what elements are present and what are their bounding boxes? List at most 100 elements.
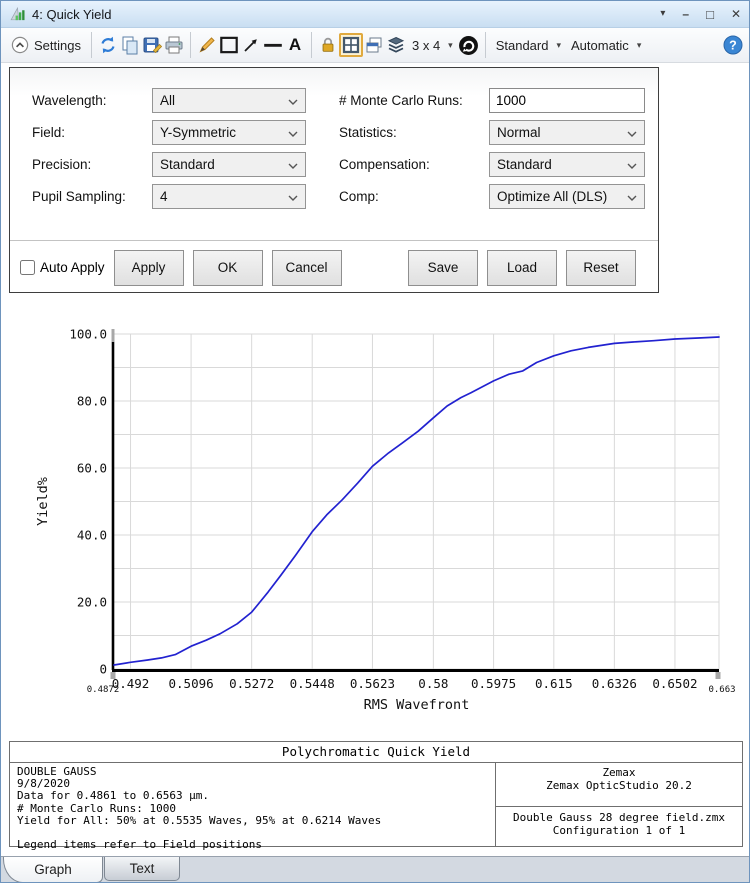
chevron-down-icon — [288, 157, 298, 172]
comp-select[interactable]: Optimize All (DLS) — [489, 183, 645, 209]
precision-select[interactable]: Standard — [152, 151, 306, 177]
collapse-settings-icon — [11, 36, 29, 54]
chevron-down-icon — [288, 93, 298, 108]
svg-text:0.5623: 0.5623 — [350, 676, 395, 691]
statistics-select[interactable]: Normal — [489, 119, 645, 145]
svg-text:0.5448: 0.5448 — [290, 676, 335, 691]
wavelength-select[interactable]: All — [152, 87, 306, 113]
analysis-summary: DOUBLE GAUSS 9/8/2020 Data for 0.4861 to… — [10, 763, 495, 851]
line-annotation-icon[interactable] — [262, 34, 284, 56]
save-icon[interactable] — [141, 34, 163, 56]
separator — [189, 32, 191, 58]
svg-text:0.615: 0.615 — [535, 676, 573, 691]
print-icon[interactable] — [163, 34, 185, 56]
automatic-dropdown[interactable]: Automatic ▾ — [566, 35, 646, 56]
split-window-icon[interactable] — [338, 33, 363, 57]
settings-panel: Wavelength: All # Monte Carlo Runs: Fiel… — [9, 67, 659, 293]
compensation-label: Compensation: — [339, 156, 430, 172]
field-select[interactable]: Y-Symmetric — [152, 119, 306, 145]
layers-icon[interactable] — [385, 34, 407, 56]
chevron-down-icon: ▾ — [448, 39, 453, 50]
apply-button[interactable]: Apply — [113, 249, 184, 286]
toolbar: Settings A — [1, 28, 749, 63]
settings-label: Settings — [34, 37, 81, 53]
window-title: 4: Quick Yield — [32, 6, 112, 22]
close-button[interactable]: ✕ — [730, 7, 741, 21]
grid-size-dropdown[interactable]: 3 x 4 ▾ — [407, 35, 458, 56]
rectangle-annotation-icon[interactable] — [218, 34, 240, 56]
window-menu-caret[interactable]: ▾ — [660, 8, 666, 19]
svg-text:40.0: 40.0 — [77, 528, 107, 543]
tab-graph[interactable]: Graph — [3, 857, 103, 882]
reset-button[interactable]: Reset — [566, 249, 636, 286]
settings-buttons-row: Auto Apply Apply OK Cancel Save Load Res… — [10, 241, 658, 294]
field-label: Field: — [32, 124, 66, 140]
svg-text:?: ? — [729, 39, 737, 53]
svg-text:60.0: 60.0 — [77, 461, 107, 476]
svg-text:0.5096: 0.5096 — [169, 676, 214, 691]
load-button[interactable]: Load — [487, 249, 557, 286]
settings-fields: Wavelength: All # Monte Carlo Runs: Fiel… — [10, 68, 658, 212]
grid-size-label: 3 x 4 — [411, 37, 441, 53]
automatic-label: Automatic — [571, 37, 629, 53]
precision-label: Precision: — [32, 156, 92, 172]
chevron-down-icon — [627, 157, 637, 172]
copy-icon[interactable] — [119, 34, 141, 56]
cancel-button[interactable]: Cancel — [271, 249, 342, 286]
chevron-down-icon: ▾ — [556, 39, 561, 50]
yield-chart: 0 20.0 40.0 60.0 80.0 100.0 0.492 0.5096 0.5272 0… — [35, 327, 736, 714]
ok-button[interactable]: OK — [192, 249, 263, 286]
svg-text:0.5975: 0.5975 — [471, 676, 516, 691]
svg-text:100.0: 100.0 — [69, 327, 107, 342]
cascade-window-icon[interactable] — [363, 34, 385, 56]
yield-result: Yield for All: 50% at 0.5535 Waves, 95% … — [17, 813, 382, 827]
svg-text:Yield%: Yield% — [35, 477, 51, 526]
minimize-button[interactable]: – — [682, 7, 690, 21]
svg-text:0: 0 — [99, 662, 107, 677]
svg-text:20.0: 20.0 — [77, 595, 107, 610]
svg-text:0.6502: 0.6502 — [652, 676, 697, 691]
svg-text:RMS Wavefront: RMS Wavefront — [364, 697, 470, 713]
monte-carlo-runs-label: # Monte Carlo Runs: — [339, 92, 463, 108]
arrow-annotation-icon[interactable] — [240, 34, 262, 56]
auto-update-icon[interactable] — [458, 34, 480, 56]
configuration-info: Configuration 1 of 1 — [552, 824, 686, 837]
auto-apply-checkbox[interactable] — [20, 260, 35, 275]
software-version: Zemax OpticStudio 20.2 — [546, 779, 692, 792]
monte-carlo-runs-input[interactable] — [489, 87, 645, 113]
svg-text:0.663: 0.663 — [708, 685, 735, 695]
statistics-label: Statistics: — [339, 124, 397, 140]
app-icon — [9, 6, 26, 23]
save-button[interactable]: Save — [408, 249, 478, 286]
help-icon[interactable]: ? — [722, 34, 744, 56]
tab-text[interactable]: Text — [104, 857, 180, 881]
auto-apply-label: Auto Apply — [40, 260, 105, 275]
analysis-date: 9/8/2020 — [17, 777, 70, 791]
svg-text:0.5272: 0.5272 — [229, 676, 274, 691]
refresh-icon[interactable] — [97, 34, 119, 56]
svg-text:0.6326: 0.6326 — [592, 676, 637, 691]
text-annotation-icon[interactable]: A — [288, 35, 302, 54]
titlebar: 4: Quick Yield ▾ – □ ✕ — [1, 1, 749, 28]
svg-text:80.0: 80.0 — [77, 394, 107, 409]
data-range: Data for 0.4861 to 0.6563 µm. — [17, 789, 210, 803]
chart-title: Polychromatic Quick Yield — [10, 742, 742, 763]
chevron-down-icon — [627, 189, 637, 204]
standard-dropdown[interactable]: Standard ▾ — [491, 35, 566, 56]
lock-icon[interactable] — [317, 34, 339, 56]
compensation-select[interactable]: Standard — [489, 151, 645, 177]
standard-label: Standard — [495, 37, 549, 53]
chart-footer: Polychromatic Quick Yield DOUBLE GAUSS 9… — [9, 741, 743, 851]
bottom-tabstrip: Graph Text — [1, 856, 749, 882]
chevron-down-icon — [627, 125, 637, 140]
comp-label: Comp: — [339, 188, 379, 204]
svg-text:0.492: 0.492 — [112, 676, 150, 691]
pupil-sampling-label: Pupil Sampling: — [32, 188, 126, 204]
pupil-sampling-select[interactable]: 4 — [152, 183, 306, 209]
pencil-annotation-icon[interactable] — [196, 34, 218, 56]
lens-file-name: Double Gauss 28 degree field.zmx — [513, 811, 725, 824]
software-info: Zemax Zemax OpticStudio 20.2 — [496, 763, 742, 807]
settings-toggle-button[interactable]: Settings — [6, 33, 86, 57]
maximize-button[interactable]: □ — [706, 6, 714, 22]
